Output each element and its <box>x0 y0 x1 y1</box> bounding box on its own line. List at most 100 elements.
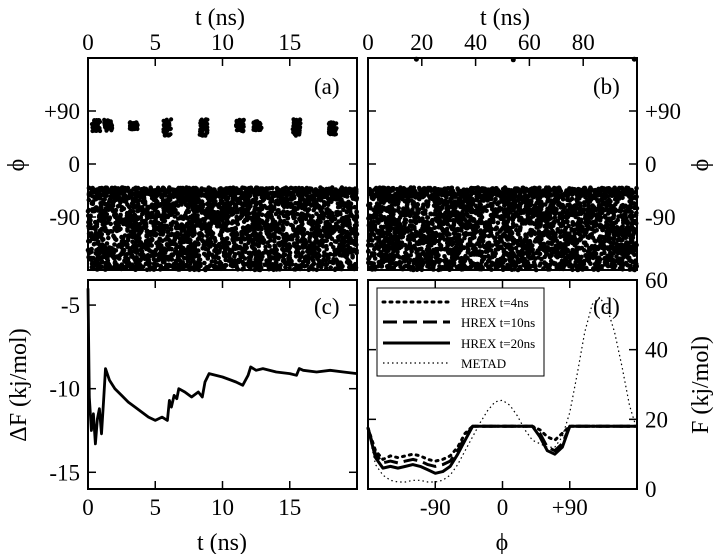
panel-a-ytick-label: +90 <box>44 99 80 124</box>
a-point <box>113 248 119 253</box>
a-cluster-point <box>92 118 97 123</box>
a-cluster-point <box>293 133 298 138</box>
a-point <box>119 251 124 256</box>
b-point <box>545 240 551 245</box>
a-point <box>278 262 283 268</box>
b-point <box>510 221 516 226</box>
a-point <box>228 190 233 195</box>
a-point <box>196 190 201 196</box>
a-point <box>178 258 183 264</box>
a-point <box>212 191 218 196</box>
a-point <box>193 185 198 191</box>
a-point <box>278 197 284 202</box>
a-point <box>319 186 325 192</box>
a-point <box>280 232 285 237</box>
a-point <box>99 204 104 210</box>
a-point <box>255 250 260 255</box>
a-point <box>186 232 192 238</box>
a-point <box>204 194 210 199</box>
b-point <box>378 224 384 230</box>
a-point <box>168 207 173 212</box>
a-point <box>288 222 294 228</box>
a-point <box>225 210 230 215</box>
a-cluster-point <box>331 122 336 127</box>
a-point <box>220 229 225 234</box>
a-point <box>117 213 123 219</box>
a-point <box>93 205 99 210</box>
a-point <box>328 191 333 197</box>
a-point <box>94 256 100 262</box>
a-point <box>157 251 163 256</box>
a-point <box>270 232 276 237</box>
a-point <box>253 257 258 262</box>
a-cluster-point <box>199 133 204 138</box>
a-point <box>144 232 149 238</box>
a-point <box>220 189 225 194</box>
a-point <box>172 191 177 197</box>
a-point <box>124 216 129 221</box>
a-point <box>230 200 236 206</box>
a-point <box>258 254 263 260</box>
a-point <box>234 263 239 268</box>
a-point <box>171 187 177 193</box>
a-cluster-point <box>92 128 97 133</box>
a-point <box>138 214 144 220</box>
a-point <box>325 202 331 207</box>
a-point <box>331 256 336 262</box>
a-point <box>243 231 248 236</box>
a-point <box>341 238 347 244</box>
a-point <box>190 257 195 262</box>
a-point <box>110 203 116 209</box>
a-point <box>343 202 349 207</box>
a-point <box>266 234 271 239</box>
a-point <box>234 218 240 223</box>
b-point <box>379 199 384 205</box>
a-point <box>125 257 130 262</box>
a-point <box>96 218 101 223</box>
a-point <box>180 235 185 241</box>
a-point <box>312 249 317 254</box>
b-point <box>552 215 558 220</box>
a-point <box>137 258 142 264</box>
a-point <box>273 235 279 240</box>
a-point <box>169 257 174 262</box>
a-point <box>344 194 350 199</box>
a-point <box>94 190 99 196</box>
a-point <box>101 210 106 215</box>
a-point <box>338 226 343 231</box>
a-point <box>332 192 338 198</box>
a-point <box>196 197 201 202</box>
a-point <box>150 214 155 220</box>
b-point <box>514 227 519 233</box>
a-point <box>113 214 118 220</box>
a-point <box>282 235 288 241</box>
a-point <box>222 241 228 247</box>
a-point <box>310 254 316 260</box>
a-point <box>101 215 107 220</box>
a-point <box>178 223 183 229</box>
a-point <box>250 197 256 203</box>
a-point <box>242 191 247 197</box>
a-point <box>175 187 180 192</box>
a-point <box>150 205 155 210</box>
a-cluster-point <box>203 133 208 138</box>
a-point <box>89 201 95 206</box>
a-point <box>110 188 115 193</box>
a-point <box>100 237 105 243</box>
a-point <box>112 259 118 265</box>
a-point <box>250 218 255 223</box>
a-point <box>293 253 299 259</box>
a-point <box>309 227 315 232</box>
a-point <box>300 250 306 255</box>
b-point <box>615 237 621 243</box>
a-cluster-point <box>199 128 204 133</box>
a-point <box>326 211 331 217</box>
a-point <box>235 196 240 202</box>
a-point <box>144 229 150 234</box>
a-point <box>324 243 329 249</box>
a-point <box>122 239 127 245</box>
a-point <box>207 224 213 230</box>
a-point <box>274 251 280 257</box>
panel-a-xtick-label: 5 <box>150 30 162 55</box>
a-point <box>229 212 234 217</box>
